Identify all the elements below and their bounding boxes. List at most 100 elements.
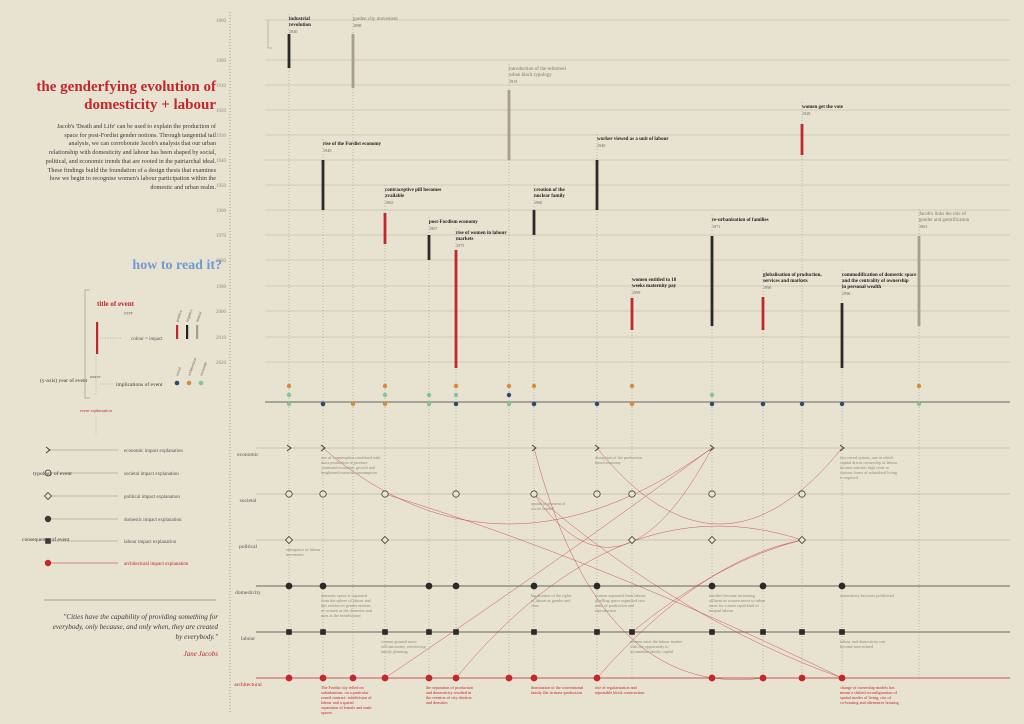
event-year: 1999 <box>632 290 640 295</box>
quote-author: Jane Jacobs <box>183 650 218 658</box>
event-title: garden city movement <box>353 17 398 22</box>
diamond-icon <box>797 535 807 545</box>
red-circle-icon <box>759 674 767 682</box>
open-circle-icon <box>452 490 460 498</box>
how-to-read-heading: how to read it? <box>132 258 222 273</box>
impact-note: women separated from labour, dwelling spa… <box>595 593 646 613</box>
red-circle-icon <box>505 674 513 682</box>
red-circle-icon <box>593 674 601 682</box>
open-circle-icon <box>798 490 806 498</box>
legend-lane-text: societal impact explanation <box>124 472 179 477</box>
open-circle-icon <box>593 490 601 498</box>
axis-dot <box>916 401 922 407</box>
implication-dot <box>286 383 292 389</box>
chevron-icon <box>320 444 326 452</box>
implication-dot <box>506 392 512 398</box>
impact-notes: rise of consumption combined with mass pr… <box>286 455 900 715</box>
red-circle-icon <box>798 674 806 682</box>
event-title: Jacob's links the role of gender and gent… <box>919 212 970 223</box>
diamond-icon <box>284 535 294 545</box>
chevron-icon <box>286 444 292 452</box>
legend-lane-text: domestic impact explanation <box>124 518 182 523</box>
legend-impact-neutral: neutral <box>195 311 202 322</box>
connection-arc <box>533 493 843 679</box>
lane-label: domesticity <box>235 590 261 596</box>
square-icon <box>45 538 51 544</box>
impact-note: emergence of labour movement <box>286 547 321 557</box>
legend-typology: typology of event <box>33 470 72 477</box>
square-icon <box>426 629 432 635</box>
event-title: commodification of domestic space and the… <box>842 273 917 290</box>
legend-source: source <box>90 374 101 379</box>
event-title: globalisation of production, services and… <box>763 273 822 284</box>
legend-implications: implications of event <box>116 381 163 388</box>
square-icon <box>320 629 326 635</box>
legend-impl-architectural: architectural <box>187 357 197 376</box>
open-circle-icon <box>319 490 327 498</box>
event-year: 1960 <box>534 200 542 205</box>
impact-note: domestic space is separated from the sphe… <box>321 593 373 618</box>
square-icon <box>382 629 388 635</box>
event-12: globalisation of production, services and… <box>759 270 822 682</box>
legend-impact-negative: negative <box>185 309 193 323</box>
square-icon <box>286 629 292 635</box>
quote: "Cities have the capability of providing… <box>52 613 218 641</box>
year-label: 1900 <box>216 59 227 64</box>
legend-neutral-bar <box>196 325 199 339</box>
event-year: 1971 <box>712 224 720 229</box>
event-bar <box>710 236 714 326</box>
event-bar <box>321 160 325 210</box>
implication-dot <box>709 401 715 407</box>
impact-note: The Fordist city relied on suburbanism, o… <box>321 685 372 715</box>
event-year: 1940 <box>323 148 331 153</box>
filled-circle-icon <box>530 582 538 590</box>
connection-arc <box>455 525 803 679</box>
square-icon <box>799 629 805 635</box>
impact-note: disruption of the production based econom… <box>595 455 643 465</box>
legend-positive-bar <box>176 325 179 339</box>
red-circle-icon <box>838 674 846 682</box>
event-bar <box>800 124 804 155</box>
year-label: 2010 <box>216 336 227 341</box>
implication-dot <box>426 392 432 398</box>
event-year: 1990 <box>763 285 771 290</box>
implication-dot <box>594 401 600 407</box>
implication-dot <box>286 392 292 398</box>
legend-title-of-event: title of event <box>97 300 135 308</box>
filled-circle-icon <box>44 515 52 523</box>
axis-dot <box>839 401 845 407</box>
square-icon <box>453 629 459 635</box>
event-title: introduction of the reformed urban block … <box>509 67 566 78</box>
impact-note: change of ownership models has meant a sh… <box>840 685 900 705</box>
implication-dot <box>531 401 537 407</box>
legend-lane-text: political impact explanation <box>124 495 180 500</box>
year-label: 1960 <box>216 209 227 214</box>
red-circle-icon <box>319 674 327 682</box>
event-6: introduction of the reformed urban block … <box>505 64 566 682</box>
year-label: 2020 <box>216 361 227 366</box>
axis-break <box>267 20 272 49</box>
legend-event-explanation: event explanation <box>80 408 113 413</box>
filled-circle-icon <box>425 582 433 590</box>
event-year: 1996 <box>842 291 850 296</box>
legend-lanes: economic impact explanation societal impa… <box>43 446 189 567</box>
square-icon <box>531 629 537 635</box>
event-bar <box>761 297 765 330</box>
consequence-lanes: economic societal political domesticity labo… <box>234 447 1010 688</box>
filled-circle-icon <box>319 582 327 590</box>
impact-note: legalisation of the rights of labour as g… <box>531 593 572 608</box>
sidebar: the genderfying evolution of domesticity… <box>0 0 232 724</box>
impact-note: rise of regularisation and repeatable blo… <box>595 685 645 695</box>
legend-lane-text: architectural impact explanation <box>124 562 189 567</box>
implication-dot <box>453 401 459 407</box>
connection-arc <box>533 447 713 548</box>
red-circle-icon <box>452 674 460 682</box>
chevron-icon <box>709 444 715 452</box>
red-circle-icon <box>285 674 293 682</box>
legend-impact-positive: positive <box>175 309 183 322</box>
event-title: industrial revolution <box>289 17 311 28</box>
